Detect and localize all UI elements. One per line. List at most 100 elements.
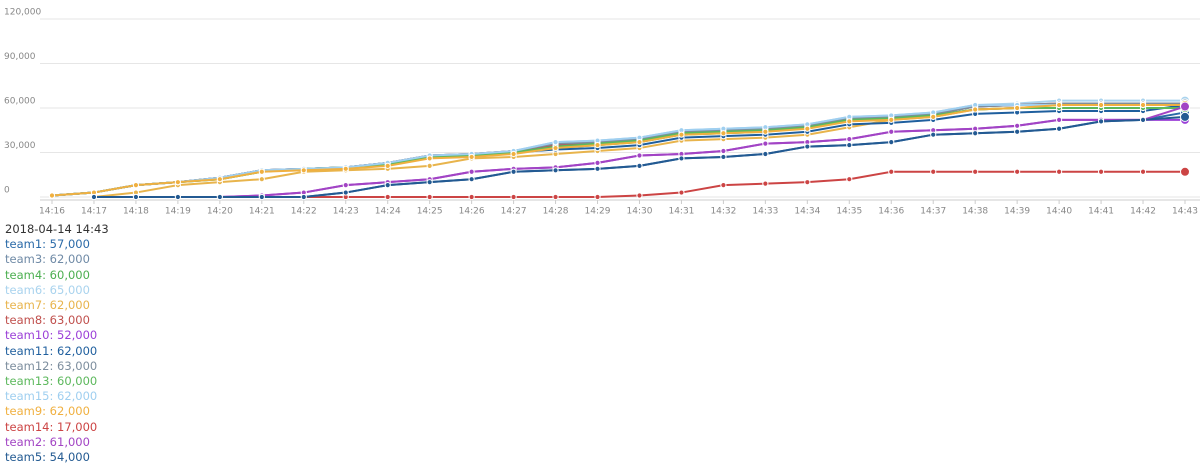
series-line bbox=[51, 104, 1185, 197]
data-point bbox=[384, 193, 391, 201]
data-point bbox=[510, 168, 517, 175]
data-point bbox=[804, 143, 811, 150]
data-point bbox=[846, 136, 853, 143]
data-point bbox=[258, 176, 265, 183]
data-point bbox=[888, 116, 895, 123]
data-point bbox=[846, 176, 853, 183]
data-point bbox=[1056, 116, 1063, 123]
data-point bbox=[174, 179, 181, 186]
data-point bbox=[1180, 166, 1190, 177]
data-point bbox=[846, 118, 853, 125]
data-point bbox=[1180, 111, 1190, 122]
data-point bbox=[552, 167, 559, 174]
data-point bbox=[762, 150, 769, 158]
data-point bbox=[132, 193, 140, 201]
x-tick-label: 14:16 bbox=[39, 207, 65, 217]
x-tick-label: 14:41 bbox=[1088, 207, 1114, 217]
tooltip-entry: team15: 62,000 bbox=[5, 389, 98, 404]
x-tick-label: 14:17 bbox=[81, 207, 107, 217]
data-point bbox=[1139, 116, 1147, 123]
data-point bbox=[846, 141, 853, 149]
y-tick-label: 90,000 bbox=[4, 52, 36, 62]
x-tick-label: 14:25 bbox=[417, 207, 443, 217]
data-point bbox=[132, 182, 140, 189]
data-point bbox=[594, 159, 601, 166]
data-point bbox=[636, 162, 643, 169]
x-tick-label: 14:19 bbox=[165, 207, 191, 217]
tooltip: 2018-04-14 14:43 team1: 57,000 team3: 62,… bbox=[5, 222, 109, 465]
tooltip-entry: team5: 54,000 bbox=[5, 450, 90, 465]
data-point bbox=[594, 141, 601, 149]
data-point bbox=[342, 189, 349, 196]
data-point bbox=[1056, 168, 1063, 175]
data-point bbox=[258, 168, 265, 175]
x-tick-label: 14:23 bbox=[333, 207, 359, 217]
x-tick-label: 14:40 bbox=[1046, 207, 1072, 217]
x-tick-label: 14:20 bbox=[207, 207, 233, 217]
data-point bbox=[1097, 101, 1105, 109]
data-point bbox=[1014, 104, 1021, 112]
tooltip-entry: team6: 65,000 bbox=[5, 282, 90, 297]
data-point bbox=[972, 168, 979, 175]
data-point bbox=[804, 125, 811, 132]
data-point bbox=[216, 193, 223, 201]
tooltip-entry: team9: 62,000 bbox=[5, 404, 90, 419]
data-point bbox=[510, 150, 517, 158]
data-point bbox=[930, 168, 937, 175]
data-point bbox=[930, 113, 937, 121]
chart: 0 30,000 60,000 90,000 120,000 14:16 14:17 14:1… bbox=[4, 8, 1200, 217]
data-point bbox=[468, 168, 475, 175]
data-point bbox=[888, 139, 895, 146]
data-point bbox=[468, 193, 475, 201]
tooltip-entry: team4: 60,000 bbox=[5, 267, 90, 282]
y-tick-label: 60,000 bbox=[4, 97, 36, 107]
y-tick-label: 30,000 bbox=[4, 141, 36, 151]
data-point bbox=[1014, 122, 1021, 129]
x-tick-label: 14:42 bbox=[1130, 207, 1156, 217]
data-point bbox=[174, 193, 181, 201]
data-point bbox=[1014, 168, 1021, 175]
x-tick-label: 14:29 bbox=[585, 207, 611, 217]
tooltip-entry: team8: 63,000 bbox=[5, 313, 90, 328]
data-point bbox=[216, 176, 223, 183]
data-point bbox=[804, 179, 811, 186]
data-point bbox=[426, 179, 433, 186]
x-tick-label: 14:35 bbox=[836, 207, 862, 217]
x-tick-label: 14:27 bbox=[501, 207, 527, 217]
data-point bbox=[1139, 101, 1147, 109]
tooltip-entry: team14: 17,000 bbox=[5, 419, 98, 434]
x-tick-label: 14:37 bbox=[920, 207, 946, 217]
x-tick-label: 14:30 bbox=[627, 207, 653, 217]
series-line bbox=[93, 105, 1186, 198]
data-point bbox=[594, 193, 601, 201]
data-point bbox=[468, 176, 475, 183]
x-tick-label: 14:33 bbox=[752, 207, 778, 217]
data-point bbox=[888, 168, 895, 175]
tooltip-entry: team2: 61,000 bbox=[5, 434, 90, 449]
data-point bbox=[1056, 125, 1063, 132]
data-point bbox=[384, 182, 391, 189]
x-tick-label: 14:24 bbox=[375, 207, 401, 217]
data-point bbox=[972, 130, 979, 137]
data-point bbox=[1139, 168, 1147, 175]
data-point bbox=[1056, 101, 1063, 109]
data-point bbox=[468, 153, 475, 161]
x-tick-label: 14:31 bbox=[668, 207, 694, 217]
data-point bbox=[342, 165, 349, 172]
tooltip-entry: team7: 62,000 bbox=[5, 298, 90, 313]
x-tick-label: 14:26 bbox=[459, 207, 485, 217]
data-point bbox=[384, 162, 391, 169]
x-tick-label: 14:32 bbox=[710, 207, 736, 217]
data-point bbox=[720, 130, 727, 137]
data-point bbox=[678, 131, 685, 138]
data-point bbox=[426, 155, 433, 162]
data-point bbox=[636, 152, 643, 159]
data-point bbox=[888, 128, 895, 135]
data-point bbox=[1180, 101, 1190, 112]
data-point bbox=[720, 153, 727, 161]
tooltip-entry: team13: 60,000 bbox=[5, 374, 98, 389]
data-point bbox=[1097, 118, 1105, 125]
data-point bbox=[762, 140, 769, 147]
y-tick-label: 0 bbox=[4, 186, 10, 196]
